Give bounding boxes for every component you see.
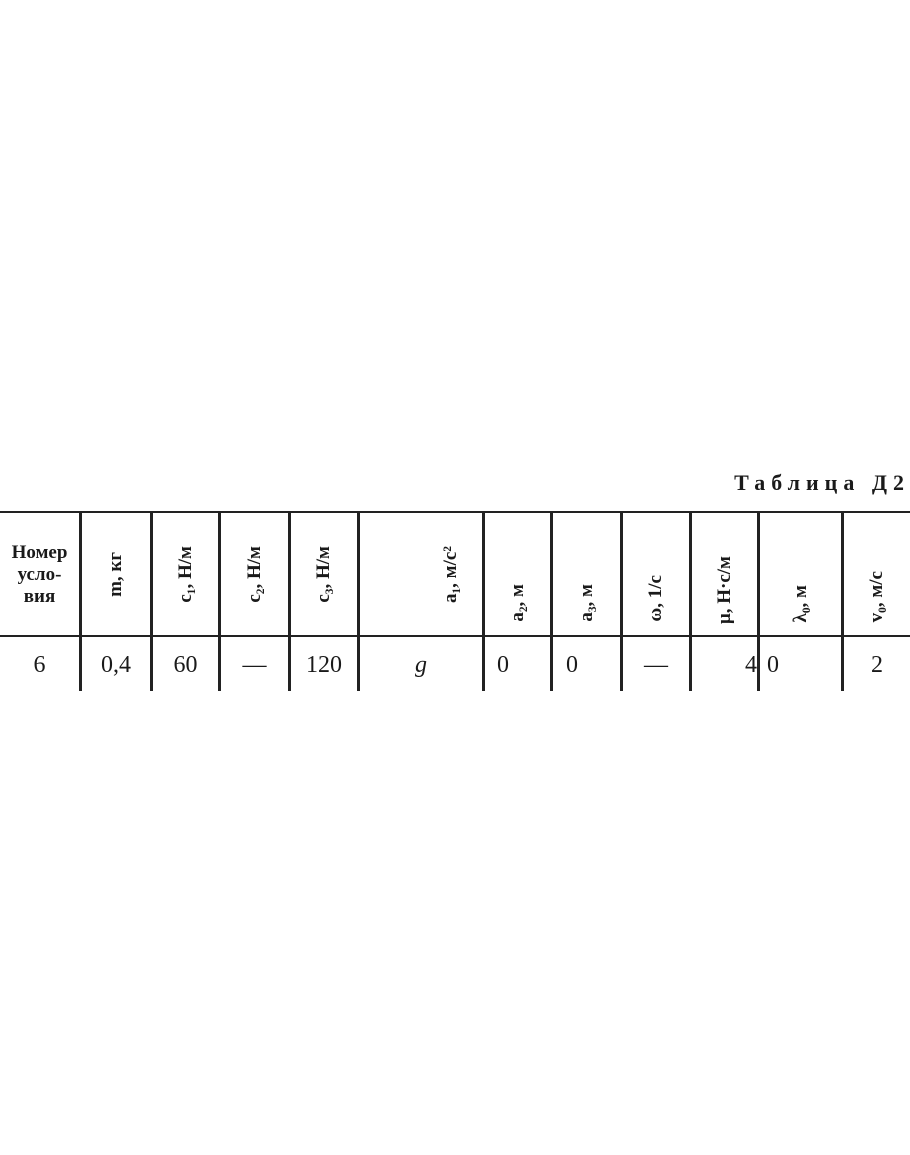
header-v0: v₀, м/с — [866, 570, 887, 622]
header-a2: a₂, м — [506, 584, 528, 622]
cell-c1: 60 — [173, 651, 198, 678]
table-title: Таблица Д2 — [734, 470, 910, 495]
cell-c3: 120 — [306, 651, 342, 678]
cell-v0: 2 — [871, 651, 883, 678]
header-a3: a₃, м — [575, 584, 597, 622]
column-divider — [620, 511, 623, 691]
column-divider — [218, 511, 221, 691]
column-divider — [357, 511, 360, 691]
cell-mass: 0,4 — [101, 651, 131, 678]
header-line: вия — [23, 585, 56, 607]
cell-a1: g — [415, 651, 427, 678]
header-omega: ω, 1/с — [645, 575, 666, 622]
header-c2: c₂, Н/м — [243, 546, 265, 603]
header-lambda0: λ₀, м — [789, 584, 811, 622]
cell-a2: 0 — [497, 651, 509, 678]
header-c3: c₃, Н/м — [313, 546, 334, 603]
column-divider — [689, 511, 692, 691]
header-a1: a₁, м/с² — [440, 545, 461, 604]
header-condition-number: Номер усло- вия — [0, 513, 79, 636]
header-mass: m, кг — [105, 552, 126, 597]
header-line: усло- — [17, 563, 62, 585]
cell-omega: — — [644, 651, 668, 678]
column-divider — [841, 511, 844, 691]
column-divider — [150, 511, 153, 691]
cell-lambda0: 0 — [767, 651, 779, 678]
cell-a3: 0 — [566, 651, 578, 678]
cell-c2: — — [242, 651, 267, 678]
column-divider — [550, 511, 553, 691]
header-divider — [0, 635, 910, 637]
column-divider — [79, 511, 82, 691]
cell-condition-number: 6 — [33, 651, 46, 678]
column-divider — [757, 511, 760, 691]
header-line: Номер — [11, 541, 68, 563]
parameters-table: Номер усло- вия m, кг c₁, Н/м c₂, Н/м c₃… — [0, 511, 910, 691]
cell-mu: 4 — [745, 651, 757, 678]
column-divider — [288, 511, 291, 691]
header-mu: μ, Н·с/м — [713, 555, 735, 624]
table-top-border — [0, 511, 910, 513]
column-divider — [482, 511, 485, 691]
header-c1: c₁, Н/м — [174, 546, 196, 603]
